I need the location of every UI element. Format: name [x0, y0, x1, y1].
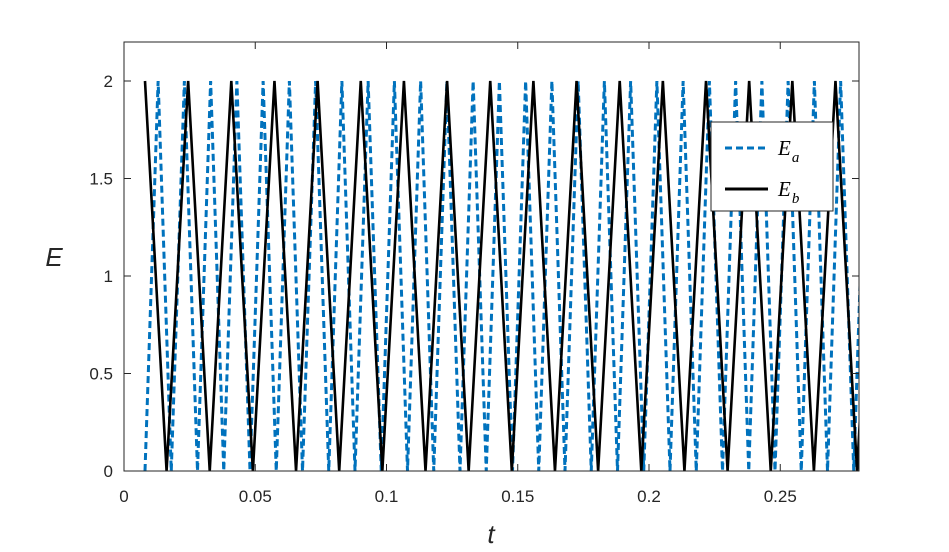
x-tick-label: 0.15: [501, 487, 534, 506]
y-tick-label: 2: [104, 72, 113, 91]
y-tick-label: 1.5: [89, 170, 113, 189]
legend-label-eb: Eb: [777, 177, 800, 207]
x-tick-label: 0: [119, 487, 128, 506]
series-line-b: [143, 80, 859, 471]
x-tick-label: 0.25: [764, 487, 797, 506]
x-tick-label: 0.05: [239, 487, 272, 506]
plot-border: [123, 41, 860, 472]
y-tick-label: 0.5: [89, 365, 113, 384]
x-axis-label: t: [487, 519, 496, 549]
legend: Ea Eb: [710, 121, 834, 212]
x-tick-label: 0.1: [375, 487, 399, 506]
legend-label-ea: Ea: [777, 136, 799, 166]
y-axis-label: E: [45, 242, 63, 272]
y-axis-ticks: 0 0.5 1 1.5 2: [89, 72, 859, 481]
x-axis-ticks: 0 0.05 0.1 0.15 0.2 0.25: [119, 42, 797, 506]
x-tick-label: 0.2: [637, 487, 661, 506]
legend-box: [710, 121, 834, 212]
y-tick-label: 0: [104, 462, 113, 481]
y-tick-label: 1: [104, 267, 113, 286]
